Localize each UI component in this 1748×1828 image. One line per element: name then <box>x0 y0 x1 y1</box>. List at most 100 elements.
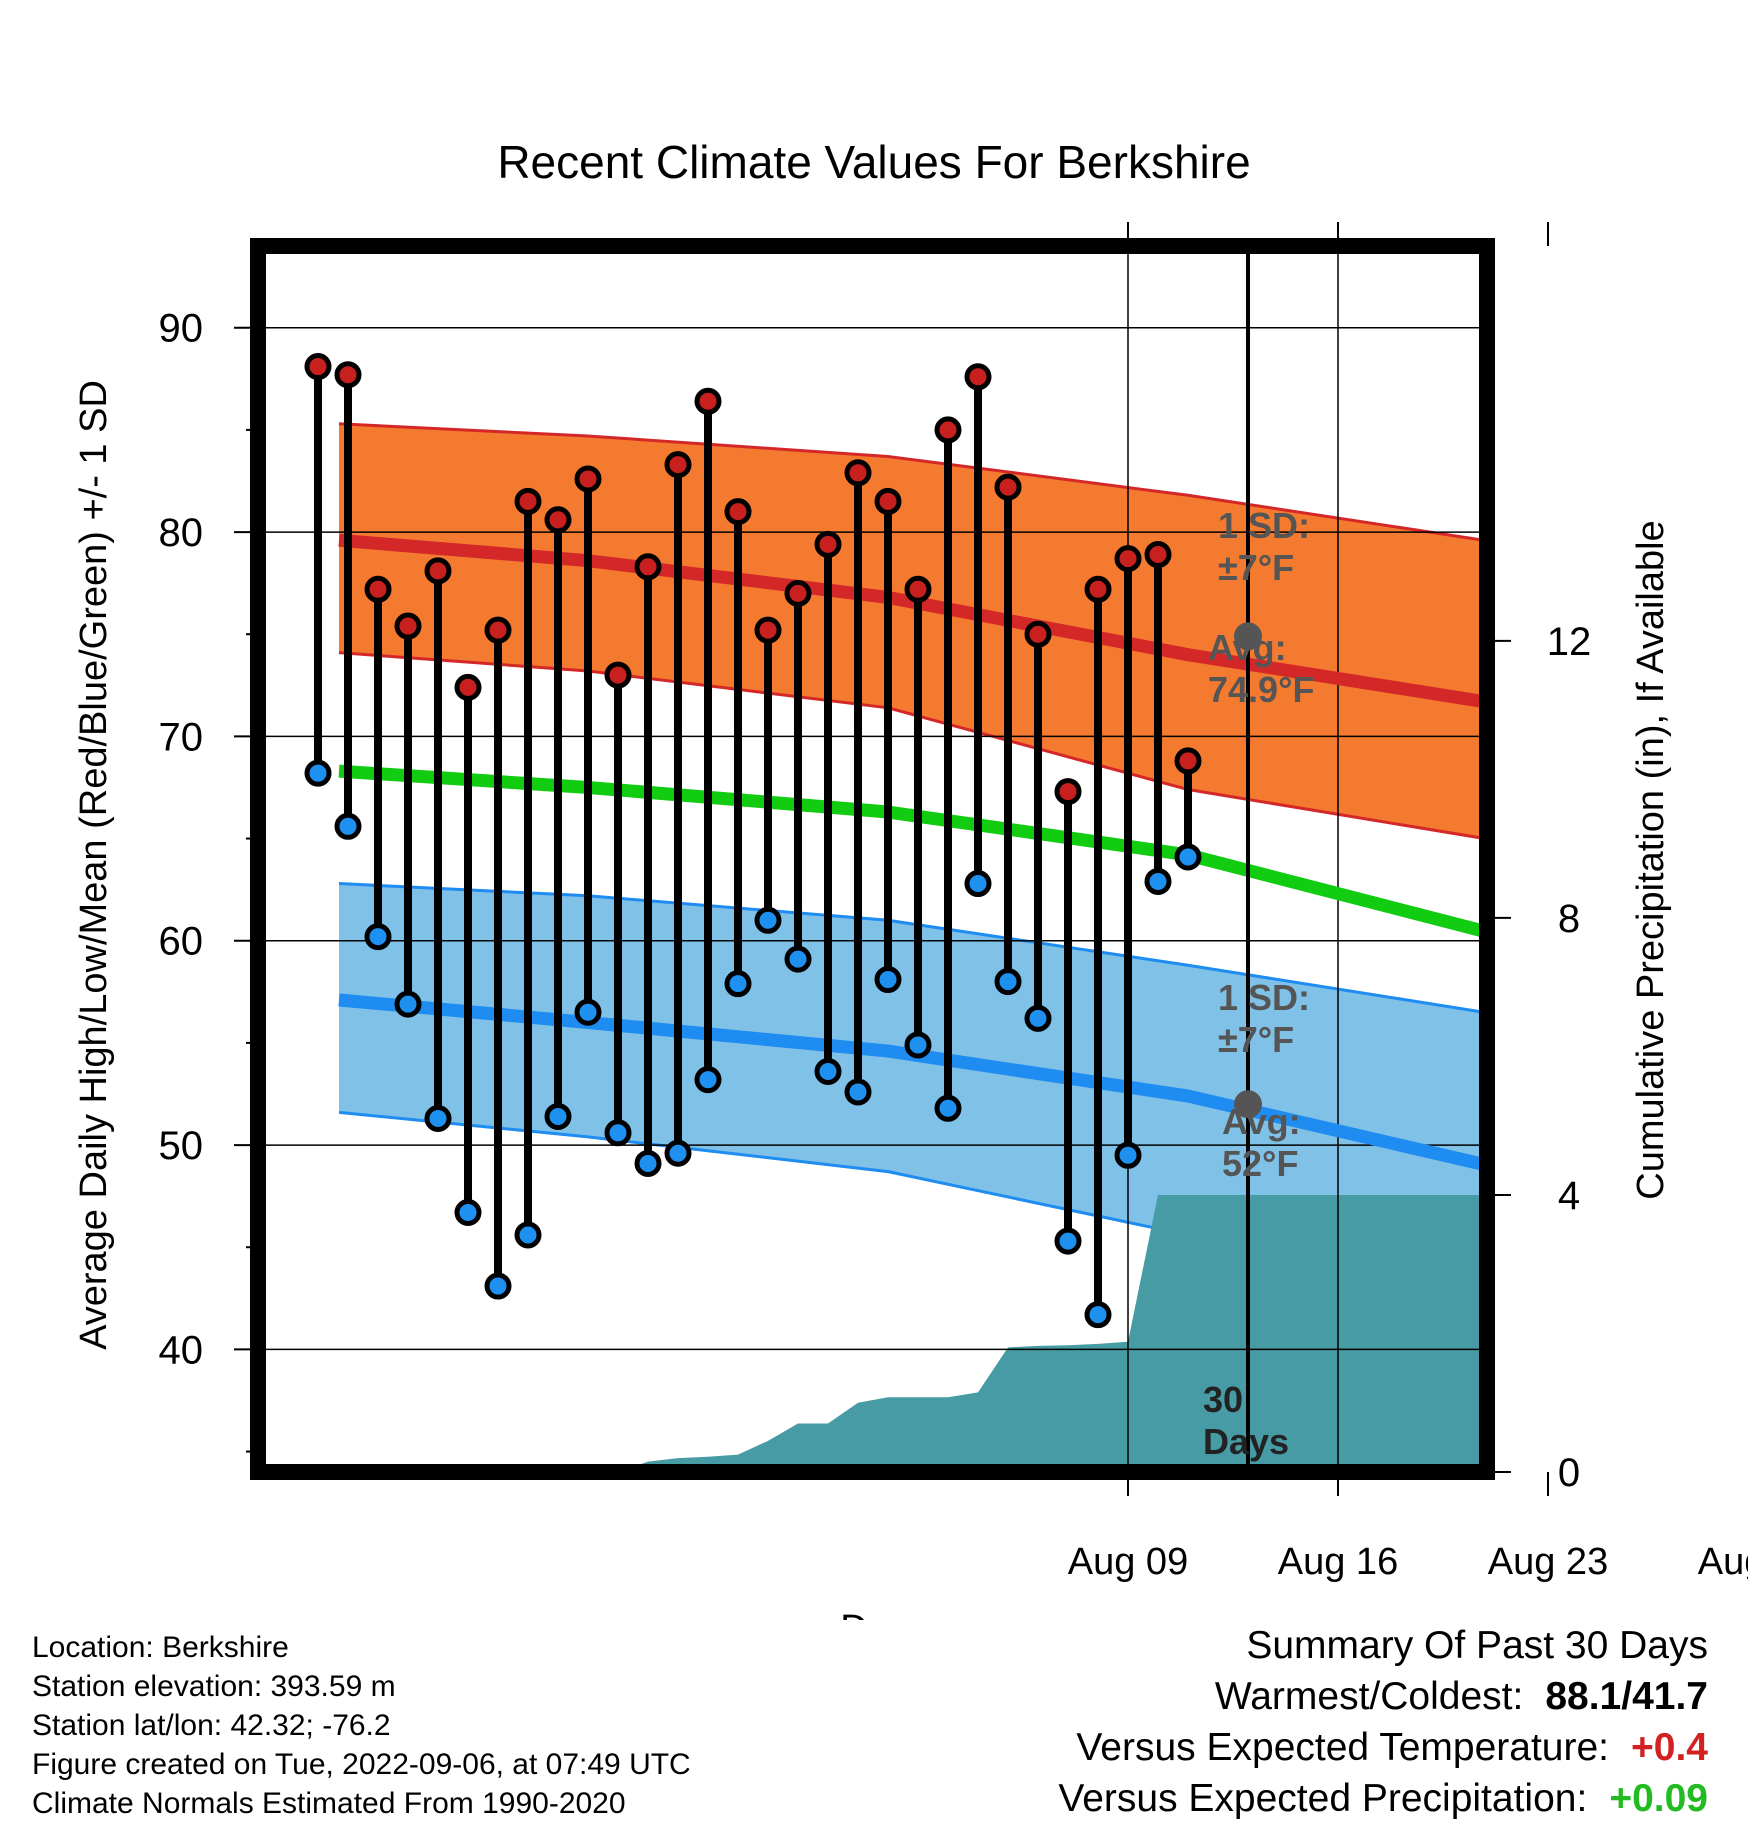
daily-high-point <box>544 506 572 534</box>
low-avg-line <box>338 993 1487 1172</box>
x-tick-label: Aug 30 <box>1698 1541 1748 1583</box>
daily-low-point <box>844 1078 872 1106</box>
daily-high-point <box>1144 541 1172 569</box>
daily-low-point <box>664 1139 692 1167</box>
daily-low-point <box>304 759 332 787</box>
latlon-text: Station lat/lon: 42.32; -76.2 <box>32 1709 391 1742</box>
y-tick-label: 40 <box>159 1328 204 1372</box>
summary-precip-row: Versus Expected Precipitation: +0.09 <box>1058 1773 1708 1824</box>
daily-low-point <box>1054 1227 1082 1255</box>
warmest-value: 88.1/41.7 <box>1545 1675 1708 1718</box>
y-tick-label: 70 <box>159 715 204 759</box>
daily-high-point <box>1174 747 1202 775</box>
climate-chart: Recent Climate Values For Berkshire 1 SD… <box>73 136 1748 1620</box>
normals-text: Climate Normals Estimated From 1990-2020 <box>32 1787 626 1820</box>
daily-low-point <box>964 870 992 898</box>
x-axis-label: Day <box>840 1608 908 1620</box>
daily-low-point <box>454 1198 482 1226</box>
low-sd-label: 1 SD: <box>1218 977 1310 1018</box>
high-sd-upper-line <box>338 422 1487 543</box>
low-avg-value: 52°F <box>1222 1143 1298 1184</box>
daily-low-point <box>814 1058 842 1086</box>
daily-high-point <box>484 616 512 644</box>
daily-high-point <box>364 575 392 603</box>
daily-low-point <box>514 1221 542 1249</box>
daily-high-point <box>394 612 422 640</box>
precipitation-area <box>339 1194 1487 1472</box>
y-axis-label: Average Daily High/Low/Mean (Red/Blue/Gr… <box>73 380 115 1350</box>
today-high-avg-marker <box>1234 622 1262 651</box>
y2-tick-label: 8 <box>1558 897 1580 941</box>
x-tick-label: Aug 09 <box>1068 1541 1188 1583</box>
daily-low-point <box>784 945 812 973</box>
daily-low-point <box>334 812 362 840</box>
daily-high-point <box>604 661 632 689</box>
daily-high-point <box>724 498 752 526</box>
chart-title: Recent Climate Values For Berkshire <box>497 136 1250 188</box>
daily-low-point <box>544 1102 572 1130</box>
daily-high-point <box>994 473 1022 501</box>
daily-high-point <box>454 673 482 701</box>
daily-high-point <box>814 530 842 558</box>
summary-panel: Summary Of Past 30 Days Warmest/Coldest:… <box>1058 1620 1708 1824</box>
daily-high-point <box>334 361 362 389</box>
summary-heading: Summary Of Past 30 Days <box>1246 1624 1708 1667</box>
daily-low-point <box>484 1272 512 1300</box>
daily-high-point <box>784 579 812 607</box>
station-metadata: Location: Berkshire Station elevation: 3… <box>32 1628 691 1823</box>
plot-frame <box>250 238 1495 1480</box>
today-low-avg-marker <box>1234 1090 1262 1119</box>
daily-high-point <box>1084 575 1112 603</box>
daily-high-point <box>754 616 782 644</box>
daily-low-point <box>1024 1004 1052 1032</box>
high-avg-value: 74.9°F <box>1208 669 1314 710</box>
daily-high-point <box>574 465 602 493</box>
daily-low-point <box>754 906 782 934</box>
daily-low-point <box>634 1149 662 1177</box>
y2-tick-label: 12 <box>1547 620 1592 664</box>
daily-low-point <box>1174 843 1202 871</box>
daily-high-point <box>694 387 722 415</box>
daily-low-point <box>394 990 422 1018</box>
window-count: 30 <box>1203 1379 1243 1420</box>
daily-low-point <box>574 998 602 1026</box>
daily-high-point <box>964 363 992 391</box>
daily-high-point <box>514 487 542 515</box>
daily-high-point <box>424 557 452 585</box>
y-tick-label: 90 <box>159 307 204 351</box>
warmest-label: Warmest/Coldest: <box>1214 1675 1524 1718</box>
daily-low-point <box>1084 1301 1112 1329</box>
daily-low-point <box>424 1105 452 1133</box>
low-sd-value: ±7°F <box>1218 1019 1294 1060</box>
daily-low-point <box>604 1119 632 1147</box>
y-tick-label: 50 <box>159 1124 204 1168</box>
precip-value: +0.09 <box>1609 1777 1708 1820</box>
daily-high-point <box>304 353 332 381</box>
temp-label: Versus Expected Temperature: <box>1076 1726 1609 1769</box>
daily-low-point <box>994 968 1022 996</box>
daily-high-point <box>844 459 872 487</box>
created-text: Figure created on Tue, 2022-09-06, at 07… <box>32 1748 691 1781</box>
daily-high-point <box>664 451 692 479</box>
window-unit: Days <box>1203 1421 1289 1462</box>
high-sd-band <box>339 423 1487 839</box>
daily-high-point <box>1054 778 1082 806</box>
temp-value: +0.4 <box>1631 1726 1708 1769</box>
elevation-text: Station elevation: 393.59 m <box>32 1670 396 1703</box>
daily-high-point <box>934 416 962 444</box>
location-text: Location: Berkshire <box>32 1631 289 1664</box>
daily-low-point <box>934 1094 962 1122</box>
high-sd-label: 1 SD: <box>1218 505 1310 546</box>
high-sd-value: ±7°F <box>1218 547 1294 588</box>
daily-low-point <box>904 1031 932 1059</box>
daily-high-point <box>1024 620 1052 648</box>
daily-low-point <box>364 923 392 951</box>
daily-high-point <box>904 575 932 603</box>
summary-warmest-row: Warmest/Coldest: 88.1/41.7 <box>1058 1671 1708 1722</box>
y-tick-label: 80 <box>159 511 204 555</box>
y-tick-label: 60 <box>159 920 204 964</box>
low-avg-label: Avg: <box>1222 1101 1301 1142</box>
daily-high-point <box>874 487 902 515</box>
